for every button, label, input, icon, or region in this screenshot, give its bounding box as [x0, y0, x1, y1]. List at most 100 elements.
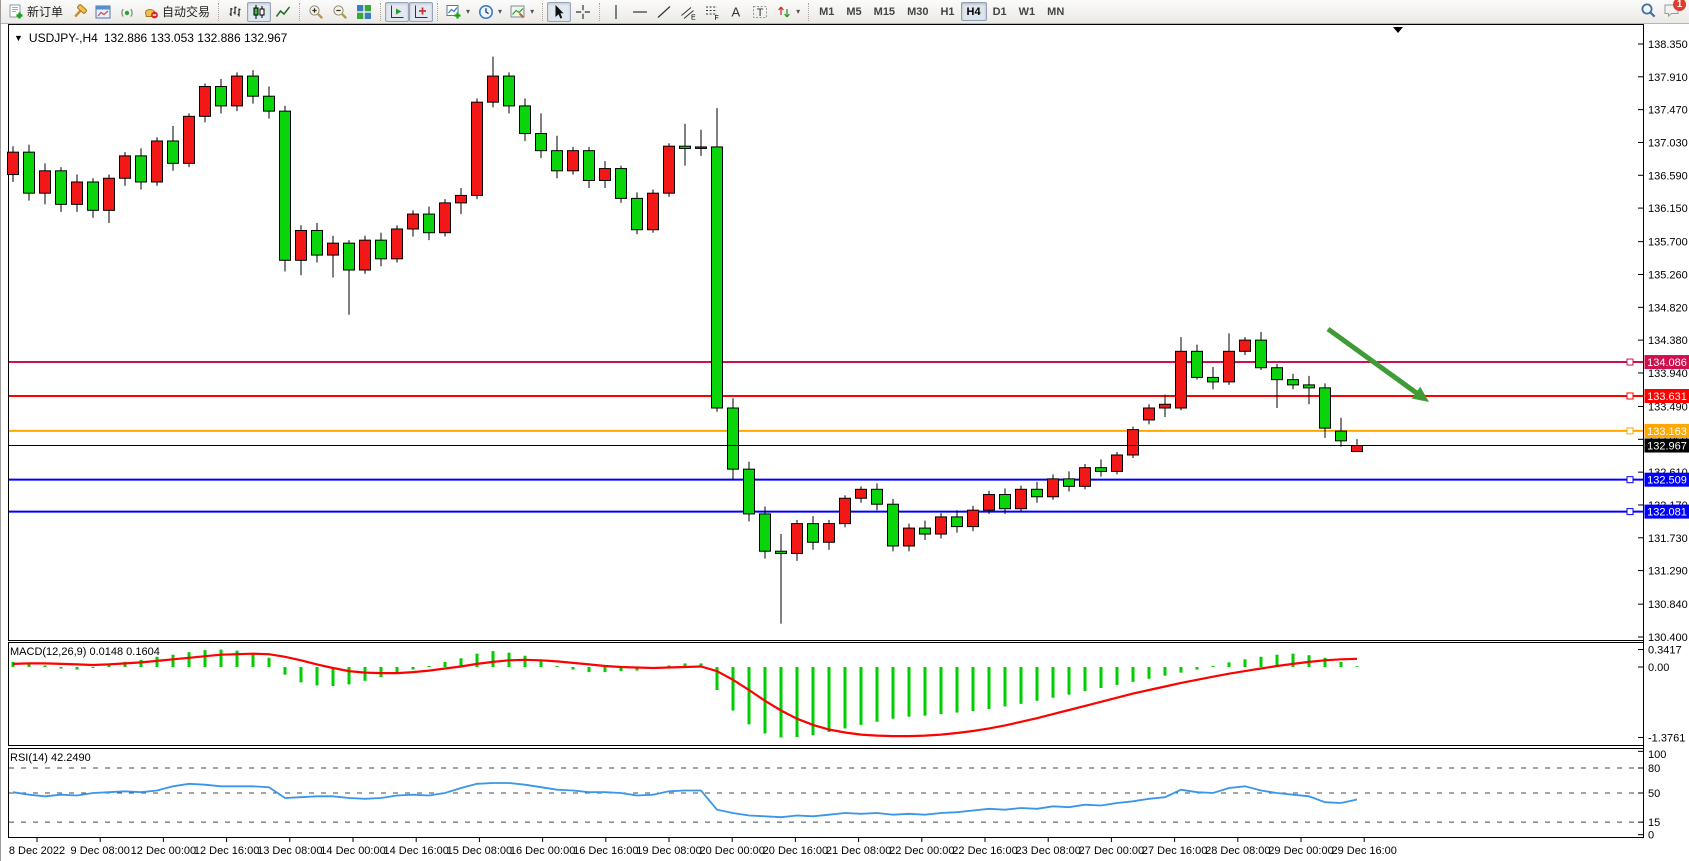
svg-text:135.260: 135.260: [1648, 269, 1688, 281]
svg-text:21 Dec 08:00: 21 Dec 08:00: [826, 845, 891, 857]
text-label-button[interactable]: T: [748, 2, 772, 22]
chart-title: ▼ USDJPY-,H4 132.886 133.053 132.886 132…: [14, 31, 287, 45]
toolbar-separator: [542, 2, 544, 21]
templates-button[interactable]: ▾: [506, 2, 538, 22]
search-icon[interactable]: [1640, 2, 1657, 22]
svg-text:12 Dec 16:00: 12 Dec 16:00: [194, 845, 259, 857]
tile-windows-button[interactable]: [352, 2, 376, 22]
auto-scroll-button[interactable]: [385, 1, 410, 22]
svg-text:9 Dec 08:00: 9 Dec 08:00: [71, 845, 130, 857]
new-order-button[interactable]: 新订单: [4, 2, 67, 22]
chart-window: ▼ USDJPY-,H4 132.886 133.053 132.886 132…: [1, 24, 1689, 861]
svg-text:29 Dec 16:00: 29 Dec 16:00: [1331, 845, 1396, 857]
h-line-handle[interactable]: [1626, 476, 1634, 484]
timeframe-m5-button[interactable]: M5: [846, 5, 862, 18]
channel-icon: E: [680, 4, 696, 20]
line-chart-icon: [275, 4, 291, 20]
h-line-handle[interactable]: [1626, 392, 1634, 400]
chat-button[interactable]: 1: [1663, 0, 1686, 21]
svg-text:132.081: 132.081: [1647, 507, 1687, 519]
macd-label: MACD(12,26,9) 0.0148 0.1604: [10, 646, 160, 658]
svg-text:8 Dec 2022: 8 Dec 2022: [9, 845, 65, 857]
chart-menu-icon[interactable]: ▼: [14, 33, 23, 43]
svg-text:138.350: 138.350: [1648, 39, 1688, 51]
periods-button[interactable]: ▾: [474, 2, 506, 22]
hline-button[interactable]: [628, 2, 652, 22]
auto-trading-button[interactable]: 自动交易: [139, 2, 214, 22]
svg-text:50: 50: [1648, 788, 1660, 800]
svg-text:22 Dec 00:00: 22 Dec 00:00: [889, 845, 954, 857]
zoom-out-button[interactable]: [328, 2, 352, 22]
timeframe-h4-button[interactable]: H4: [960, 2, 987, 21]
svg-text:F: F: [715, 14, 719, 19]
h-line-handle[interactable]: [1626, 358, 1634, 366]
svg-text:20 Dec 00:00: 20 Dec 00:00: [699, 845, 764, 857]
svg-text:135.700: 135.700: [1648, 237, 1688, 249]
svg-text:133.940: 133.940: [1648, 368, 1688, 380]
svg-text:19 Dec 08:00: 19 Dec 08:00: [636, 845, 701, 857]
chart-shift-button[interactable]: [409, 1, 434, 22]
svg-text:131.290: 131.290: [1648, 566, 1688, 578]
timeframe-m1-button[interactable]: M1: [819, 5, 835, 18]
macd-panel: 0.3417 0.00 -1.3761: [11, 645, 1685, 744]
line-chart-button[interactable]: [271, 2, 295, 22]
svg-text:16 Dec 00:00: 16 Dec 00:00: [510, 845, 575, 857]
bar-chart-button[interactable]: [223, 2, 247, 22]
svg-text:0.3417: 0.3417: [1648, 645, 1682, 657]
text-button[interactable]: A: [724, 2, 748, 22]
candlestick-button[interactable]: [247, 1, 272, 22]
h-line-handle[interactable]: [1626, 508, 1634, 516]
trendline-button[interactable]: [652, 2, 676, 22]
text-label-icon: T: [752, 4, 768, 20]
tools-button[interactable]: [67, 2, 91, 22]
signals-button[interactable]: [115, 2, 139, 22]
svg-text:A: A: [732, 4, 741, 19]
hline-icon: [632, 4, 648, 20]
notification-badge: 1: [1673, 0, 1686, 11]
cursor-icon: [551, 4, 567, 20]
svg-text:131.730: 131.730: [1648, 533, 1688, 545]
svg-text:134.820: 134.820: [1648, 302, 1688, 314]
shift-marker-icon[interactable]: [1393, 27, 1403, 33]
timeframe-m30-button[interactable]: M30: [907, 5, 929, 18]
rsi-label: RSI(14) 42.2490: [10, 752, 91, 764]
arrows-button[interactable]: ▾: [772, 2, 804, 22]
toolbar-separator: [808, 2, 810, 21]
auto-trading-button-label: 自动交易: [162, 5, 211, 19]
crosshair-icon: [575, 4, 591, 20]
new-order-button-label: 新订单: [27, 5, 64, 19]
svg-text:13 Dec 08:00: 13 Dec 08:00: [257, 845, 322, 857]
price-badges: 134.086 133.631 133.163 132.509 132.081 132.9…: [1644, 355, 1689, 519]
vline-icon: [608, 4, 624, 20]
timeframe-m15-button[interactable]: M15: [873, 5, 896, 18]
channel-button[interactable]: E: [676, 2, 700, 22]
timeframe-d1-button[interactable]: D1: [992, 5, 1007, 18]
hammer-icon: [71, 3, 87, 20]
svg-text:132.509: 132.509: [1647, 475, 1687, 487]
vline-button[interactable]: [604, 2, 628, 22]
crosshair-button[interactable]: [571, 2, 595, 22]
toolbar-separator: [437, 2, 439, 21]
fibonacci-button[interactable]: F: [700, 2, 724, 22]
arrows-icon: [776, 4, 792, 20]
indicators-button[interactable]: ▾: [442, 2, 474, 22]
timeframe-h1-button[interactable]: H1: [940, 5, 955, 18]
svg-text:0.00: 0.00: [1648, 662, 1669, 674]
bar-chart-icon: [227, 4, 243, 20]
svg-text:100: 100: [1648, 749, 1666, 761]
trend-arrow[interactable]: [1326, 326, 1429, 402]
svg-text:29 Dec 00:00: 29 Dec 00:00: [1268, 845, 1333, 857]
timeframe-w1-button[interactable]: W1: [1018, 5, 1036, 18]
svg-text:130.400: 130.400: [1648, 632, 1688, 644]
toolbar-separator: [218, 2, 220, 21]
h-line-handle[interactable]: [1626, 427, 1634, 435]
cursor-button[interactable]: [547, 1, 572, 22]
template-icon: [510, 4, 526, 20]
timeframe-mn-button[interactable]: MN: [1047, 5, 1065, 18]
svg-text:15: 15: [1648, 817, 1660, 829]
chart-canvas[interactable]: 138.350 137.910 137.470 137.030 136.590 136.1…: [1, 24, 1689, 861]
zoom-in-button[interactable]: [304, 2, 328, 22]
svg-text:134.086: 134.086: [1647, 357, 1687, 369]
new-chart-button[interactable]: [91, 2, 115, 22]
